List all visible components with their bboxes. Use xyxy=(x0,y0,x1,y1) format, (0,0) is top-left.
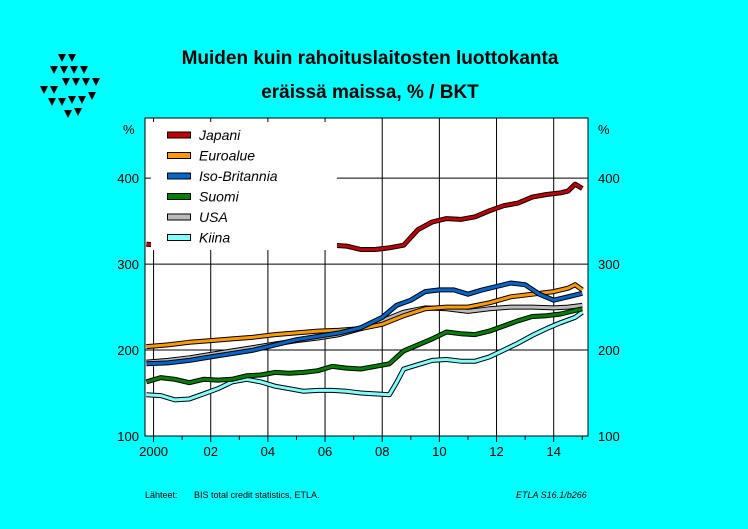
y-tick-left-100: 100 xyxy=(117,429,139,444)
series-line-iso-britannia xyxy=(146,281,583,366)
x-tick-label-2008: 08 xyxy=(375,444,389,459)
x-tick-label-2004: 04 xyxy=(261,444,275,459)
legend-background xyxy=(151,122,337,250)
x-tick-label-2014: 14 xyxy=(546,444,560,459)
chart-code: ETLA S16.1/b266 xyxy=(516,490,587,500)
x-tick-label-2000: 2000 xyxy=(139,444,168,459)
series-line-kiina xyxy=(146,310,584,402)
x-tick-label-2012: 12 xyxy=(489,444,503,459)
legend-label-kiina: Kiina xyxy=(199,230,230,246)
legend-label-japani: Japani xyxy=(198,127,241,143)
chart-title-line1: Muiden kuin rahoituslaitosten luottokant… xyxy=(181,48,559,69)
legend: Japani Euroalue Iso-Britannia Suomi USA Kiina xyxy=(151,122,337,250)
y-tick-right-300: 300 xyxy=(598,257,620,272)
y-tick-left-300: 300 xyxy=(117,257,139,272)
y-axis-unit-right: % xyxy=(598,122,610,137)
y-axis-unit-left: % xyxy=(123,122,135,137)
x-tick-label-2010: 10 xyxy=(432,444,446,459)
axes: 100 100 200 200 300 300 400 400 2000 02 04 06 08 10 12… xyxy=(117,122,619,459)
y-tick-left-400: 400 xyxy=(117,171,139,186)
legend-label-euroalue: Euroalue xyxy=(199,148,255,164)
legend-label-suomi: Suomi xyxy=(199,189,240,205)
y-tick-right-200: 200 xyxy=(598,343,620,358)
legend-label-usa: USA xyxy=(199,209,228,225)
x-tick-label-2002: 02 xyxy=(204,444,218,459)
source-label: Lähteet: xyxy=(145,490,178,500)
chart-title-line2: eräissä maissa, % / BKT xyxy=(261,82,479,103)
etla-logo xyxy=(40,54,100,118)
x-tick-label-2006: 06 xyxy=(318,444,332,459)
y-tick-left-200: 200 xyxy=(117,343,139,358)
series-lines xyxy=(145,181,584,403)
series-line-suomi xyxy=(145,307,583,385)
y-tick-right-100: 100 xyxy=(598,429,620,444)
y-tick-right-400: 400 xyxy=(598,171,620,186)
legend-label-iso-britannia: Iso-Britannia xyxy=(199,168,278,184)
source-text: BIS total credit statistics, ETLA. xyxy=(194,490,320,500)
